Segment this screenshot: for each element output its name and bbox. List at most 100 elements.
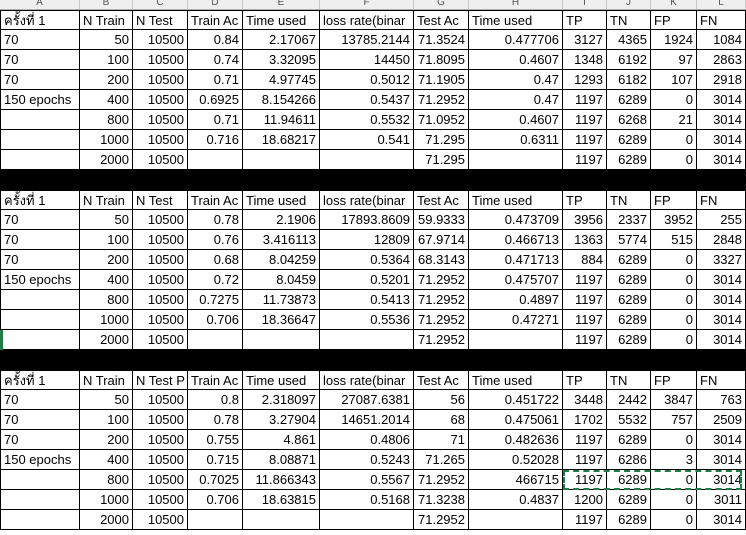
table-cell[interactable]: 0.477706 <box>469 30 563 50</box>
table-cell[interactable]: 3847 <box>651 390 697 410</box>
table-cell[interactable] <box>0 150 80 170</box>
table-cell[interactable] <box>243 330 320 350</box>
table-header-cell[interactable]: loss rate(binar <box>320 370 414 390</box>
table-header-cell[interactable]: N Train <box>80 370 133 390</box>
table-cell[interactable]: 18.68217 <box>243 130 320 150</box>
column-header-f[interactable]: F <box>320 0 414 10</box>
table-cell[interactable]: 71.3524 <box>414 30 469 50</box>
table-cell[interactable]: 1000 <box>80 310 133 330</box>
table-cell[interactable]: 3014 <box>697 290 746 310</box>
table-cell[interactable]: 2000 <box>80 510 133 530</box>
table-cell[interactable]: 2918 <box>697 70 746 90</box>
table-header-cell[interactable]: TP <box>563 370 607 390</box>
table-cell[interactable]: 6286 <box>607 450 651 470</box>
table-cell[interactable]: 70 <box>0 50 80 70</box>
table-header-cell[interactable]: loss rate(binar <box>320 190 414 210</box>
table-cell[interactable]: 11.866343 <box>243 470 320 490</box>
table-cell[interactable]: 6289 <box>607 290 651 310</box>
table-cell[interactable]: 3014 <box>697 110 746 130</box>
table-cell[interactable]: 0 <box>651 430 697 450</box>
table-cell[interactable]: 70 <box>0 430 80 450</box>
column-header-h[interactable]: H <box>469 0 563 10</box>
table-cell[interactable]: 0 <box>651 270 697 290</box>
table-cell[interactable]: 10500 <box>133 50 188 70</box>
table-header-cell[interactable]: Test Ac <box>414 10 469 30</box>
table-cell[interactable]: 107 <box>651 70 697 90</box>
table-cell[interactable]: 6289 <box>607 130 651 150</box>
table-cell[interactable] <box>0 110 80 130</box>
table-cell[interactable]: 8.04259 <box>243 250 320 270</box>
table-cell[interactable]: 10500 <box>133 430 188 450</box>
table-cell[interactable] <box>0 470 80 490</box>
table-header-cell[interactable]: FN <box>697 10 746 30</box>
table-cell[interactable]: 10500 <box>133 150 188 170</box>
table-cell[interactable]: 0.4897 <box>469 290 563 310</box>
table-cell[interactable]: 0 <box>651 470 697 490</box>
table-cell[interactable]: 0 <box>651 490 697 510</box>
table-header-cell[interactable]: Test Ac <box>414 190 469 210</box>
table-cell[interactable]: 1000 <box>80 490 133 510</box>
table-header-cell[interactable]: Time used <box>469 10 563 30</box>
table-cell[interactable]: 14651.2014 <box>320 410 414 430</box>
table-cell[interactable]: 10500 <box>133 230 188 250</box>
table-cell[interactable]: 10500 <box>133 330 188 350</box>
table-cell[interactable]: 1293 <box>563 70 607 90</box>
table-cell[interactable]: 17893.8609 <box>320 210 414 230</box>
table-cell[interactable]: 0.5437 <box>320 90 414 110</box>
table-cell[interactable]: 11.73873 <box>243 290 320 310</box>
table-cell[interactable]: 0.4607 <box>469 110 563 130</box>
table-cell[interactable]: 97 <box>651 50 697 70</box>
table-cell[interactable]: 0.5567 <box>320 470 414 490</box>
table-cell[interactable]: 100 <box>80 410 133 430</box>
table-header-cell[interactable]: Time used <box>469 190 563 210</box>
table-cell[interactable]: 70 <box>0 250 80 270</box>
table-cell[interactable]: 6192 <box>607 50 651 70</box>
table-cell[interactable] <box>469 330 563 350</box>
table-cell[interactable]: 10500 <box>133 510 188 530</box>
table-cell[interactable]: 1702 <box>563 410 607 430</box>
table-cell[interactable]: 8.154266 <box>243 90 320 110</box>
table-cell[interactable]: 10500 <box>133 470 188 490</box>
table-cell[interactable]: 0.5413 <box>320 290 414 310</box>
table-cell[interactable]: 0.466713 <box>469 230 563 250</box>
table-cell[interactable]: 200 <box>80 250 133 270</box>
table-cell[interactable]: 71.265 <box>414 450 469 470</box>
table-cell[interactable]: 3.416113 <box>243 230 320 250</box>
table-cell[interactable]: 0.4607 <box>469 50 563 70</box>
table-cell[interactable]: 5532 <box>607 410 651 430</box>
table-header-cell[interactable]: FP <box>651 10 697 30</box>
table-cell[interactable]: 10500 <box>133 90 188 110</box>
table-cell[interactable] <box>0 510 80 530</box>
table-cell[interactable]: 800 <box>80 470 133 490</box>
table-cell[interactable]: 0.475707 <box>469 270 563 290</box>
table-cell[interactable]: 0.5536 <box>320 310 414 330</box>
table-cell[interactable]: 0.715 <box>188 450 243 470</box>
table-cell[interactable]: 1197 <box>563 310 607 330</box>
table-cell[interactable]: 150 epochs <box>0 270 80 290</box>
table-header-cell[interactable]: TN <box>607 190 651 210</box>
table-cell[interactable]: 0.84 <box>188 30 243 50</box>
table-header-cell[interactable]: Time used <box>243 10 320 30</box>
table-cell[interactable]: 0.47271 <box>469 310 563 330</box>
table-cell[interactable]: 50 <box>80 30 133 50</box>
table-cell[interactable]: 10500 <box>133 450 188 470</box>
table-cell[interactable]: 6289 <box>607 150 651 170</box>
table-header-cell[interactable]: N Train <box>80 10 133 30</box>
table-cell[interactable]: 3014 <box>697 90 746 110</box>
table-cell[interactable]: 3014 <box>697 150 746 170</box>
table-cell[interactable]: 0.6311 <box>469 130 563 150</box>
table-cell[interactable]: 5774 <box>607 230 651 250</box>
table-cell[interactable] <box>320 330 414 350</box>
table-cell[interactable]: 4.97745 <box>243 70 320 90</box>
table-cell[interactable]: 150 epochs <box>0 90 80 110</box>
table-cell[interactable]: 71.2952 <box>414 330 469 350</box>
table-cell[interactable]: 0 <box>651 510 697 530</box>
table-cell[interactable]: 70 <box>0 230 80 250</box>
table-cell[interactable]: 0.475061 <box>469 410 563 430</box>
table-cell[interactable]: 0.716 <box>188 130 243 150</box>
table-cell[interactable]: 70 <box>0 410 80 430</box>
column-header-d[interactable]: D <box>188 0 243 10</box>
table-cell[interactable]: 2509 <box>697 410 746 430</box>
table-cell[interactable]: 0.8 <box>188 390 243 410</box>
table-cell[interactable]: 2000 <box>80 330 133 350</box>
